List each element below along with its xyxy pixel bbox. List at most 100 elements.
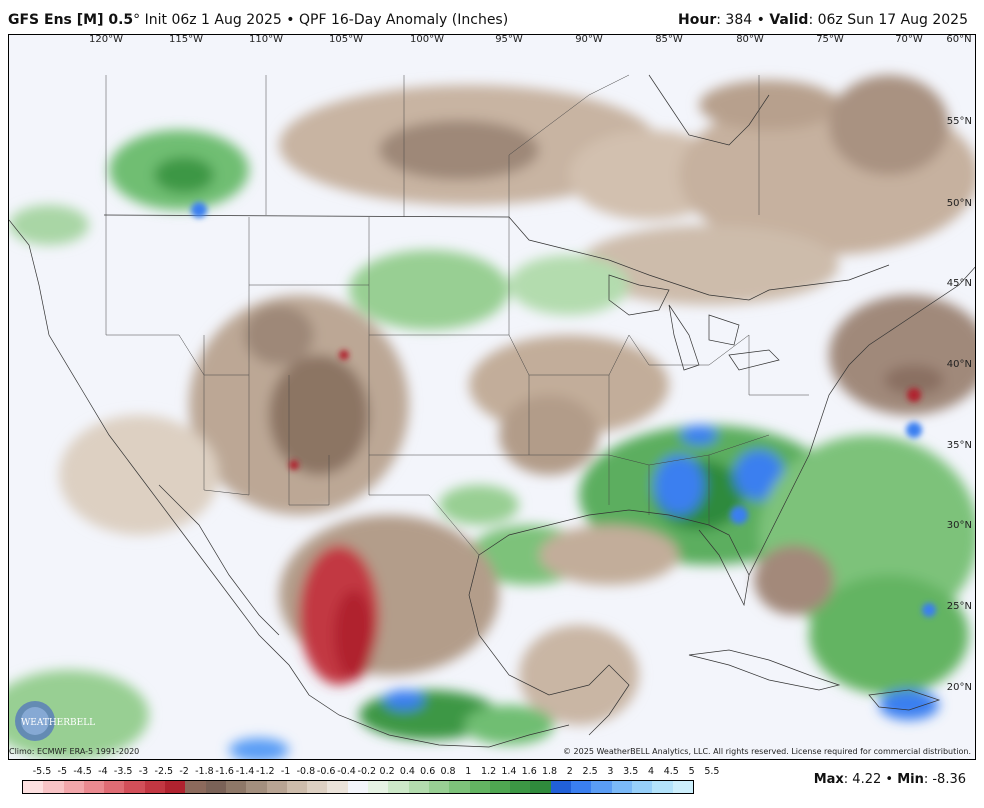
legend-tick-label: 3 xyxy=(607,766,614,777)
legend-tick-label: -1.4 xyxy=(235,766,255,777)
legend-color-swatch xyxy=(43,781,64,793)
legend-tick-label: 5.5 xyxy=(704,766,720,777)
legend-color-swatch xyxy=(449,781,470,793)
legend-tick-label: 0.4 xyxy=(399,766,415,777)
legend-color-swatch xyxy=(652,781,673,793)
lat-label: 45°N xyxy=(946,278,972,289)
legend-tick-label: 1.4 xyxy=(501,766,517,777)
legend-color-swatch xyxy=(266,781,287,793)
lon-label: 95°W xyxy=(495,34,523,45)
legend-color-swatch xyxy=(286,781,308,793)
lon-label: 115°W xyxy=(169,34,203,45)
legend-tick-label: -3.5 xyxy=(113,766,133,777)
legend-tick-label: -4 xyxy=(98,766,108,777)
map-canvas xyxy=(9,74,975,759)
legend-tick-label: 0.6 xyxy=(420,766,436,777)
lon-label: 85°W xyxy=(655,34,683,45)
legend-color-swatch xyxy=(307,781,328,793)
lon-label: 110°W xyxy=(249,34,283,45)
legend-color-swatch xyxy=(246,781,267,793)
precipitation-anomaly-map: 120°W 115°W 110°W 105°W 100°W 95°W 90°W … xyxy=(8,34,976,760)
legend-tick-label: -2.5 xyxy=(154,766,174,777)
legend-tick-label: -0.2 xyxy=(357,766,377,777)
lon-label: 100°W xyxy=(410,34,444,45)
state-borders xyxy=(105,74,809,556)
legend-color-swatch xyxy=(428,781,450,793)
lon-label: 120°W xyxy=(89,34,123,45)
legend-color-swatch xyxy=(327,781,348,793)
lat-label: 25°N xyxy=(946,601,972,612)
logo-text: WEATHERBELL xyxy=(21,718,95,728)
legend-tick-label: -5.5 xyxy=(32,766,52,777)
climo-credit: Climo: ECMWF ERA-5 1991-2020 xyxy=(9,747,140,756)
legend-tick-label: 0.8 xyxy=(440,766,456,777)
legend-color-swatch xyxy=(63,781,84,793)
lon-label: 75°W xyxy=(816,34,844,45)
legend-tick-label: -0.4 xyxy=(337,766,356,777)
legend-color-swatch xyxy=(550,781,572,793)
legend-tick-label: -1.2 xyxy=(256,766,275,777)
valid-time: Hour: 384 • Valid: 06z Sun 17 Aug 2025 xyxy=(678,12,968,28)
legend-tick-label: 1 xyxy=(465,766,472,777)
legend-tick-label: -3 xyxy=(138,766,149,777)
legend-tick-label: -0.6 xyxy=(316,766,336,777)
legend-tick-label: 4 xyxy=(647,766,655,777)
legend-color-swatch xyxy=(104,781,125,793)
legend-color-swatch xyxy=(347,781,369,793)
legend-tick-label: 1.6 xyxy=(521,766,537,777)
min-label: Min xyxy=(897,772,924,787)
lat-label: 40°N xyxy=(946,359,972,370)
legend-color-swatch xyxy=(611,781,632,793)
coastlines-and-borders xyxy=(9,74,975,748)
legend-tick-label: -1.6 xyxy=(215,766,234,777)
lat-label: 35°N xyxy=(946,440,972,451)
min-value: : -8.36 xyxy=(923,772,966,787)
legend-tick-label: -4.5 xyxy=(73,766,92,777)
legend-color-swatch xyxy=(489,781,511,793)
legend-color-swatch xyxy=(83,781,105,793)
legend-color-swatch xyxy=(225,781,247,793)
max-min-readout: Max: 4.22 • Min: -8.36 xyxy=(814,772,966,787)
legend-tick-label: 1.2 xyxy=(481,766,497,777)
legend-tick-label: -1.8 xyxy=(195,766,214,777)
map-header: GFS Ens [M] 0.5° Init 06z 1 Aug 2025 • Q… xyxy=(0,0,984,34)
weatherbell-logo: WEATHERBELL xyxy=(13,699,99,743)
hour-value: : 384 • xyxy=(716,12,770,28)
legend-color-swatch xyxy=(672,781,693,793)
valid-value: : 06z Sun 17 Aug 2025 xyxy=(808,12,968,28)
legend-color-swatch xyxy=(144,781,166,793)
lon-label: 105°W xyxy=(329,34,363,45)
anomaly-detail xyxy=(191,202,936,617)
legend-tick-label: -1 xyxy=(280,766,291,777)
legend-tick-label: 4.5 xyxy=(663,766,679,777)
legend-tick-label: -0.8 xyxy=(296,766,316,777)
legend-tick-label: 0.2 xyxy=(379,766,395,777)
title-separator: • xyxy=(281,12,299,28)
legend-tick-label: 3.5 xyxy=(623,766,639,777)
max-label: Max xyxy=(813,772,844,787)
lat-label: 20°N xyxy=(946,682,972,693)
legend-color-swatch xyxy=(530,781,551,793)
legend-color-swatch xyxy=(388,781,409,793)
init-time: Init 06z 1 Aug 2025 xyxy=(140,12,282,28)
lon-label: 70°W xyxy=(895,34,923,45)
legend-color-swatch xyxy=(469,781,490,793)
legend-color-swatch xyxy=(205,781,226,793)
model-name: GFS Ens [M] 0.5 xyxy=(8,12,134,28)
lon-label: 80°W xyxy=(736,34,764,45)
legend-color-swatch xyxy=(510,781,531,793)
legend-tick-label: 1.8 xyxy=(541,766,558,777)
lon-label: 90°W xyxy=(575,34,603,45)
legend-tick-label: 2 xyxy=(566,766,573,777)
lat-label-top: 60°N xyxy=(946,34,972,45)
legend-color-swatch xyxy=(165,781,186,793)
legend-color-swatch xyxy=(185,781,206,793)
map-title: GFS Ens [M] 0.5° Init 06z 1 Aug 2025 • Q… xyxy=(8,12,508,28)
degree-symbol: ° xyxy=(133,12,141,28)
lat-label: 30°N xyxy=(946,520,972,531)
legend-tick-label: 5 xyxy=(688,766,695,777)
legend-color-swatch xyxy=(591,781,612,793)
legend-color-swatch xyxy=(571,781,592,793)
legend-color-swatch xyxy=(631,781,653,793)
hour-label: Hour xyxy=(678,12,717,28)
